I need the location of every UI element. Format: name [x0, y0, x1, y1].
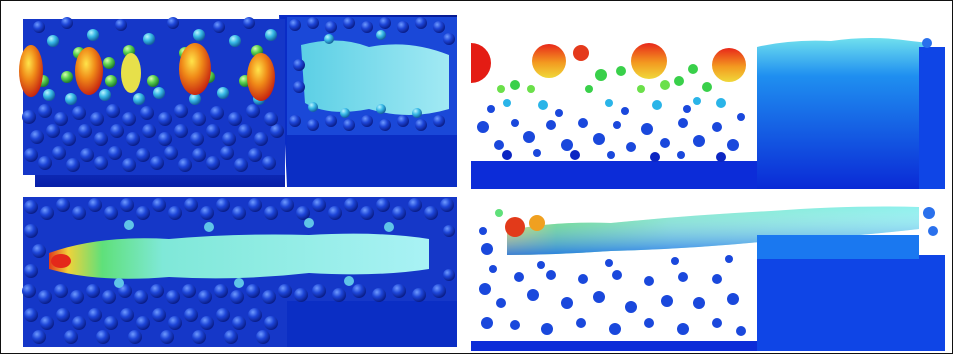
- render-3d-bottom: [22, 197, 457, 347]
- panel-2d-bottom: [471, 191, 945, 351]
- powder-particles-2d: [477, 64, 745, 162]
- molten-droplets-2d-bottom: [495, 207, 938, 237]
- panel-2d-top: [471, 5, 945, 189]
- melted-surface: [287, 17, 457, 135]
- panel-3d-bottom: [9, 191, 463, 351]
- molten-droplets-2d: [471, 43, 746, 83]
- powder-particles: [19, 17, 285, 175]
- cross-section-bottom: [471, 206, 945, 351]
- melt-track: [49, 233, 429, 279]
- powder-particles-2d-bottom: [479, 227, 746, 336]
- panel-3d-top: [9, 5, 463, 189]
- render-3d-top: [19, 15, 457, 187]
- molten-droplets: [19, 43, 275, 101]
- cross-section-top: [471, 38, 945, 189]
